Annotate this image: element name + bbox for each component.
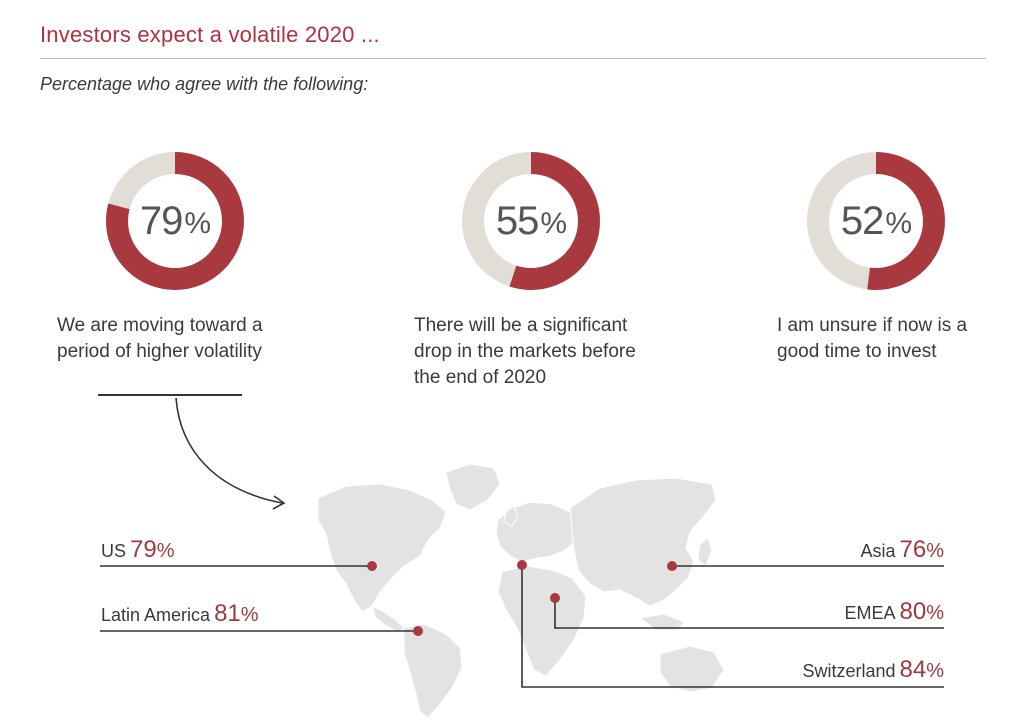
region-value-unit: % — [926, 540, 944, 562]
statement-volatility: We are moving toward a period of higher … — [57, 313, 337, 365]
greenland-shape — [445, 463, 501, 511]
statement-line: We are moving toward a — [57, 315, 263, 336]
marker-us — [367, 561, 377, 571]
donut-value-arc — [807, 152, 945, 290]
donut-value-label: 52% — [805, 150, 947, 292]
donut-value-label: 55% — [460, 150, 602, 292]
region-value-number: 81 — [214, 600, 241, 627]
region-value-number: 80 — [899, 598, 927, 625]
donut-value-number: 52 — [840, 198, 884, 243]
region-name: US — [101, 541, 127, 561]
region-value-number: 79 — [130, 536, 157, 563]
north-america-shape — [317, 483, 447, 613]
region-value: 80% — [900, 598, 945, 625]
leader-line-switzerland — [521, 565, 944, 688]
region-label-us: US 79% — [101, 536, 175, 564]
uk-shape — [503, 505, 519, 527]
region-value-number: 84 — [899, 656, 927, 683]
statement-line: drop in the markets before — [414, 341, 636, 362]
region-label-asia: Asia 76% — [860, 536, 944, 564]
page-title: Investors expect a volatile 2020 ... — [40, 22, 380, 47]
title-divider — [40, 58, 986, 59]
donut-value-unit: % — [184, 207, 211, 240]
region-label-latin-america: Latin America 81% — [101, 600, 259, 628]
region-value: 84% — [900, 656, 945, 683]
region-name: EMEA — [844, 603, 896, 623]
south-america-shape — [403, 623, 463, 719]
region-label-switzerland: Switzerland 84% — [802, 656, 944, 684]
marker-switzerland — [517, 560, 527, 570]
donut-value-unit: % — [885, 207, 912, 240]
region-value-unit: % — [926, 602, 944, 624]
statement-line: I am unsure if now is a — [777, 315, 968, 336]
marker-emea — [550, 593, 560, 603]
donut-chart-unsure: 52% — [805, 150, 947, 292]
asia-shape — [569, 477, 717, 607]
statement-line: the end of 2020 — [414, 367, 547, 388]
marker-latin-america — [413, 626, 423, 636]
statement-market-drop: There will be a significant drop in the … — [414, 313, 694, 391]
region-label-emea: EMEA 80% — [844, 598, 944, 626]
donut-value-arc — [462, 152, 600, 290]
australia-shape — [659, 645, 725, 693]
marker-asia — [667, 561, 677, 571]
region-value-unit: % — [240, 604, 259, 626]
donut-value-label: 79% — [104, 150, 246, 292]
page-subtitle: Percentage who agree with the following: — [40, 74, 369, 94]
leader-line-emea — [554, 598, 944, 629]
statement-line: good time to invest — [777, 341, 937, 362]
central-america-shape — [371, 605, 405, 633]
region-value-number: 76 — [899, 536, 927, 563]
donut-chart-market-drop: 55% — [460, 150, 602, 292]
region-value: 79% — [130, 536, 175, 563]
arrowhead-icon — [272, 495, 286, 510]
statement-underline — [98, 394, 242, 396]
region-value: 76% — [900, 536, 945, 563]
japan-shape — [697, 537, 713, 567]
statement-unsure: I am unsure if now is a good time to inv… — [777, 313, 1024, 365]
region-name: Latin America — [101, 605, 211, 625]
donut-chart-volatility: 79% — [104, 150, 246, 292]
statement-line: period of higher volatility — [57, 341, 262, 362]
statement-line: There will be a significant — [414, 315, 628, 336]
region-value-unit: % — [156, 540, 175, 562]
region-name: Asia — [860, 541, 896, 561]
africa-shape — [497, 565, 587, 677]
donut-value-unit: % — [540, 207, 567, 240]
donut-value-number: 55 — [495, 198, 539, 243]
donut-value-arc — [106, 152, 244, 290]
donut-value-number: 79 — [139, 198, 183, 243]
curved-arrow-line — [175, 397, 283, 504]
region-value-unit: % — [926, 660, 944, 682]
region-name: Switzerland — [802, 661, 896, 681]
region-value: 81% — [214, 600, 259, 627]
